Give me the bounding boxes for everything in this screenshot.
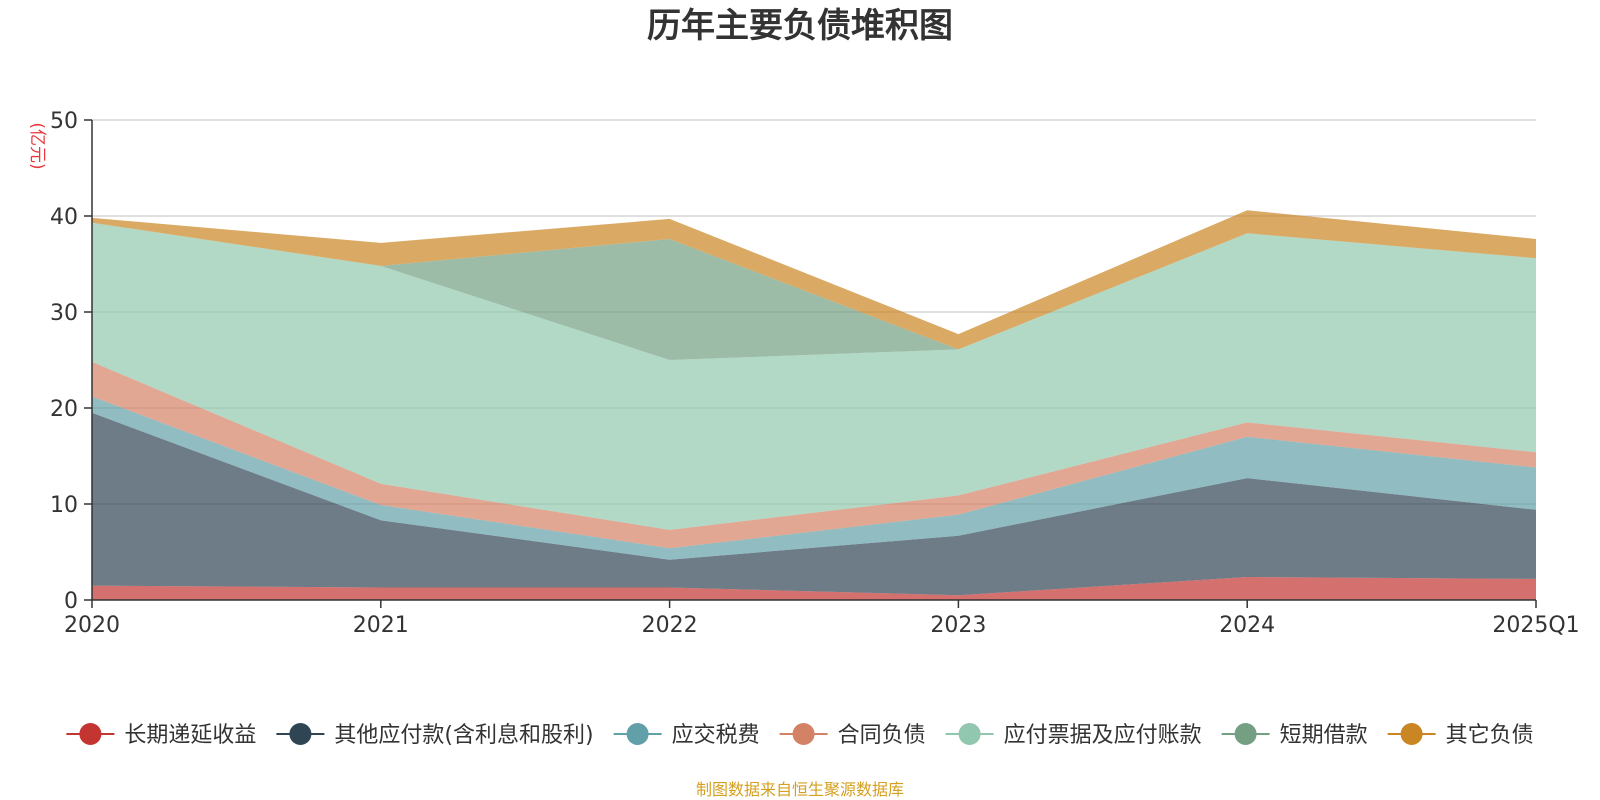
y-tick-label: 0 (64, 589, 78, 614)
legend-item-4[interactable]: 应付票据及应付账款 (945, 723, 1202, 748)
legend-circle-icon (1400, 723, 1423, 745)
legend-label: 其它负债 (1446, 723, 1534, 748)
source-note: 制图数据来自恒生聚源数据库 (696, 780, 904, 799)
x-tick-label: 2020 (64, 613, 120, 638)
legend-item-2[interactable]: 应交税费 (613, 723, 760, 748)
legend-label: 应交税费 (672, 723, 760, 748)
legend-item-6[interactable]: 其它负债 (1387, 723, 1534, 748)
legend-label: 合同负债 (838, 723, 926, 748)
axes: 0 10 20 30 40 50 2020 2021 2022 2023 2024 2025Q1 (50, 109, 1580, 638)
x-tick-label: 2022 (642, 613, 698, 638)
chart-title: 历年主要负债堆积图 (647, 6, 953, 46)
area-series-2 (92, 396, 1536, 560)
area-series-5 (92, 222, 1536, 360)
legend-label: 长期递延收益 (124, 723, 256, 748)
legend-label: 其他应付款(含利息和股利) (334, 723, 593, 748)
y-axis-unit: (亿元) (27, 122, 47, 169)
y-tick-label: 30 (50, 301, 78, 326)
legend-circle-icon (289, 723, 312, 745)
area-series-1 (92, 412, 1536, 596)
x-tick-label: 2024 (1219, 613, 1275, 638)
legend-circle-icon (792, 723, 815, 745)
y-tick-label: 10 (50, 493, 78, 518)
area-series-4 (92, 222, 1536, 530)
y-tick-label: 40 (50, 205, 78, 230)
y-tick-label: 20 (50, 397, 78, 422)
area-series-0 (92, 577, 1536, 600)
x-tick-label: 2023 (930, 613, 986, 638)
legend-circle-icon (79, 723, 102, 745)
legend-item-5[interactable]: 短期借款 (1221, 723, 1368, 748)
legend-circle-icon (626, 723, 649, 745)
area-series (92, 210, 1536, 600)
x-tick-label: 2025Q1 (1492, 613, 1579, 638)
legend-item-3[interactable]: 合同负债 (779, 723, 926, 748)
legend-circle-icon (958, 723, 981, 745)
legend-label: 短期借款 (1280, 723, 1368, 748)
legend-label: 应付票据及应付账款 (1004, 723, 1202, 748)
legend-circle-icon (1234, 723, 1257, 745)
legend-item-0[interactable]: 长期递延收益 (66, 723, 256, 748)
x-tick-label: 2021 (353, 613, 409, 638)
area-series-3 (92, 361, 1536, 549)
area-series-6 (92, 210, 1536, 350)
legend: 长期递延收益 其他应付款(含利息和股利) 应交税费 合同负债 应付票据及应付账款 短期借款… (66, 723, 1534, 748)
legend-item-1[interactable]: 其他应付款(含利息和股利) (276, 723, 594, 748)
y-tick-label: 50 (50, 109, 78, 134)
